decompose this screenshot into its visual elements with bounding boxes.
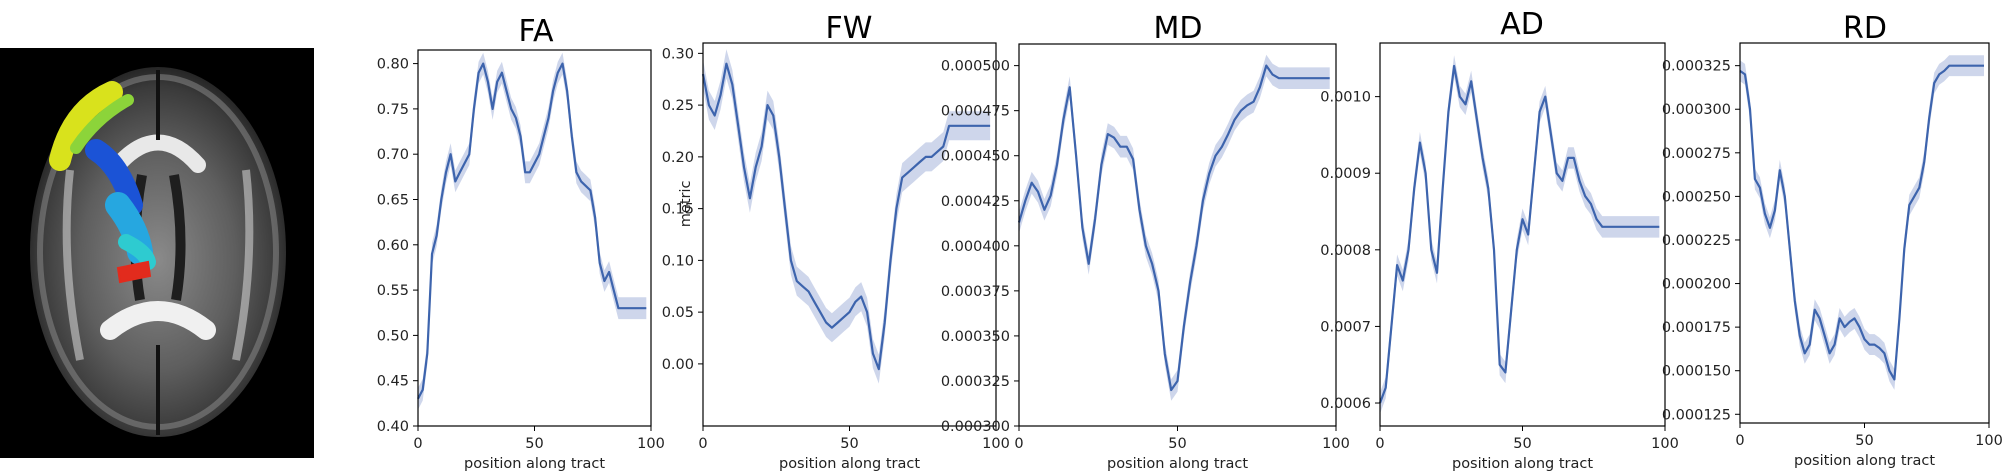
x-tick-label: 50 — [1168, 436, 1186, 452]
y-tick-label: 0.15 — [662, 202, 694, 218]
chart-fa: FA 0.40 0.45 0.50 0.55 0.60 0.65 0.70 0.75 0.80 0 5… — [377, 14, 665, 472]
series-line — [1378, 64, 1660, 404]
y-tick-label: 0.000325 — [941, 374, 1010, 390]
y-tick-label: 0.20 — [662, 150, 694, 166]
x-tick-label: 0 — [698, 436, 707, 452]
chart-fw: FW 0.00 0.05 0.10 0.15 0.20 0.25 0.30 0 50 100 posi… — [662, 11, 1010, 472]
y-tick-label: 0.000450 — [941, 149, 1010, 165]
x-tick-label: 50 — [840, 436, 858, 452]
chart-title: AD — [1500, 7, 1544, 42]
y-tick-label: 0.000175 — [1662, 320, 1731, 336]
x-axis-label: position along tract — [1452, 456, 1593, 472]
chart-title: FW — [826, 11, 873, 46]
chart-title: RD — [1843, 11, 1887, 46]
y-tick-label: 0.000300 — [941, 419, 1010, 435]
x-axis-label: position along tract — [1107, 456, 1248, 472]
charts: FA 0.40 0.45 0.50 0.55 0.60 0.65 0.70 0.75 0.80 0 5… — [377, 7, 2003, 472]
x-tick-label: 0 — [1014, 436, 1023, 452]
x-tick-label: 50 — [1855, 433, 1873, 449]
y-tick-label: 0.000350 — [941, 329, 1010, 345]
y-tick-label: 0.55 — [377, 283, 409, 299]
confidence-band — [1740, 55, 1984, 390]
y-tick-label: 0.000225 — [1662, 233, 1731, 249]
series-line — [1017, 64, 1330, 392]
y-axis-label: metric — [678, 180, 694, 227]
x-tick-label: 100 — [1651, 436, 1679, 452]
tract-bundle — [49, 81, 156, 284]
x-tick-label: 100 — [982, 436, 1010, 452]
x-tick-label: 100 — [1975, 433, 2003, 449]
x-tick-label: 50 — [1513, 436, 1531, 452]
axes-frame — [417, 49, 652, 427]
y-tick-label: 0.000200 — [1662, 277, 1731, 293]
brain-tractography-image — [0, 48, 314, 458]
x-tick-label: 0 — [1735, 433, 1744, 449]
white-matter-right — [232, 169, 254, 361]
y-tick-label: 0.0010 — [1320, 90, 1371, 106]
series-line — [1739, 64, 1984, 381]
x-tick-label: 100 — [637, 436, 665, 452]
x-tick-label: 0 — [413, 436, 422, 452]
x-axis-label: position along tract — [1794, 453, 1935, 469]
y-tick-label: 0.80 — [377, 57, 409, 73]
corpus-callosum-genu — [110, 134, 206, 173]
y-tick-label: 0.05 — [662, 305, 694, 321]
series-line — [417, 62, 647, 400]
y-tick-label: 0.65 — [377, 192, 409, 208]
y-tick-label: 0.60 — [377, 238, 409, 254]
confidence-band — [418, 52, 647, 410]
x-tick-label: 0 — [1375, 436, 1384, 452]
chart-rd: RD 0.000125 0.000150 0.000175 0.000200 0.0002… — [1662, 11, 2003, 469]
y-tick-label: 0.000275 — [1662, 146, 1731, 162]
y-tick-label: 0.25 — [662, 98, 694, 114]
chart-title: MD — [1154, 11, 1203, 46]
x-axis-label: position along tract — [779, 456, 920, 472]
y-tick-label: 0.0006 — [1320, 396, 1371, 412]
y-tick-label: 0.75 — [377, 102, 409, 118]
y-tick-label: 0.000425 — [941, 194, 1010, 210]
x-tick-label: 50 — [525, 436, 543, 452]
y-tick-label: 0.45 — [377, 374, 409, 390]
y-tick-label: 0.000300 — [1662, 102, 1731, 118]
y-tick-label: 0.10 — [662, 253, 694, 269]
y-tick-label: 0.000150 — [1662, 364, 1731, 380]
ventricle-right — [169, 174, 186, 301]
chart-ad: AD 0.0006 0.0007 0.0008 0.0009 0.0010 0 50 100 po… — [1320, 7, 1679, 472]
chart-md: MD 0.000300 0.000325 0.000350 0.000375 0.0004… — [941, 11, 1350, 472]
y-tick-label: 0.0009 — [1320, 166, 1371, 182]
y-tick-label: 0.50 — [377, 328, 409, 344]
x-axis-label: position along tract — [464, 456, 605, 472]
y-tick-label: 0.000325 — [1662, 59, 1731, 75]
y-tick-label: 0.30 — [662, 46, 694, 62]
y-tick-label: 0.000125 — [1662, 407, 1731, 423]
chart-title: FA — [518, 14, 554, 49]
axes-frame — [702, 42, 997, 427]
y-tick-label: 0.0008 — [1320, 243, 1371, 259]
y-tick-label: 0.70 — [377, 147, 409, 163]
y-tick-label: 0.000500 — [941, 59, 1010, 75]
y-tick-label: 0.0007 — [1320, 319, 1371, 335]
y-tick-label: 0.000400 — [941, 239, 1010, 255]
y-tick-label: 0.000475 — [941, 104, 1010, 120]
y-tick-label: 0.000250 — [1662, 189, 1731, 205]
y-tick-label: 0.000375 — [941, 284, 1010, 300]
axes-frame — [1739, 42, 1990, 424]
x-tick-label: 100 — [1322, 436, 1350, 452]
y-tick-label: 0.40 — [377, 419, 409, 435]
series-line — [701, 62, 991, 371]
y-tick-label: 0.00 — [662, 357, 694, 373]
corpus-callosum-splenium — [100, 301, 216, 340]
white-matter-left — [62, 169, 84, 361]
